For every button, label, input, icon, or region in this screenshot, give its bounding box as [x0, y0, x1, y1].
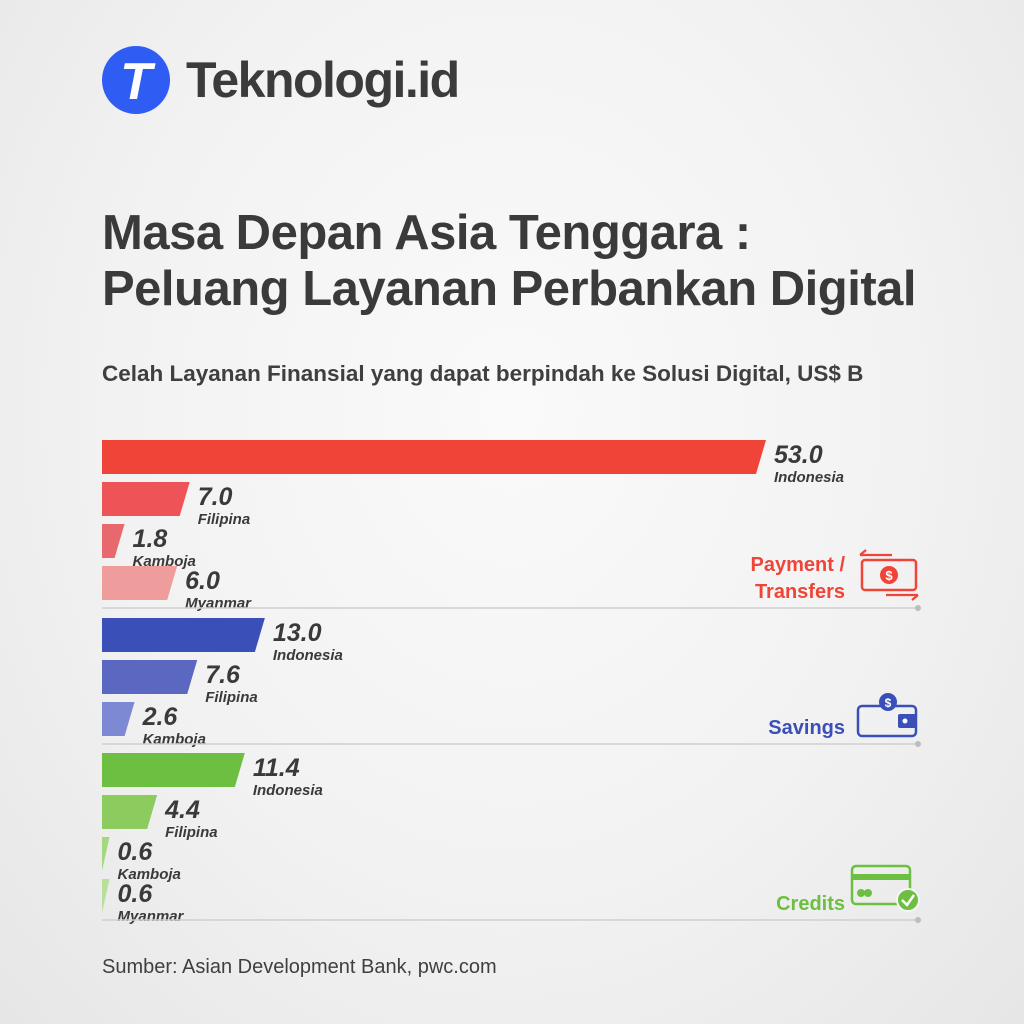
country-label: Myanmar	[118, 908, 185, 925]
money-transfer-icon: $	[859, 549, 919, 601]
svg-text:$: $	[885, 568, 893, 583]
bar-indonesia	[102, 440, 766, 474]
brand-header: T Teknologi.id	[102, 46, 460, 114]
data-label: 13.0	[273, 619, 322, 647]
data-label: 0.6	[118, 880, 154, 908]
title-line-2: Peluang Layanan Perbankan Digital	[102, 262, 917, 316]
data-label: 11.4	[253, 754, 300, 782]
country-label: Myanmar	[185, 595, 252, 612]
page-title: Masa Depan Asia Tenggara : Peluang Layan…	[102, 205, 962, 317]
source-note: Sumber: Asian Development Bank, pwc.com	[102, 956, 497, 978]
group-label: Transfers	[755, 581, 845, 603]
wallet-icon: $	[856, 693, 918, 738]
group-label: Credits	[776, 893, 845, 915]
credit-card-icon	[850, 864, 920, 912]
bar-myanmar	[102, 566, 178, 600]
country-label: Kamboja	[143, 731, 206, 748]
bar-filipina	[102, 795, 158, 829]
group-label: Payment /	[751, 554, 846, 576]
brand-name: Teknologi.id	[186, 52, 460, 108]
country-label: Filipina	[165, 824, 218, 841]
data-label: 4.4	[164, 796, 200, 824]
data-label: 53.0	[774, 441, 823, 469]
country-label: Indonesia	[774, 469, 844, 486]
bar-myanmar	[102, 879, 110, 913]
bar-indonesia	[102, 753, 245, 787]
bar-indonesia	[102, 618, 265, 652]
data-label: 7.6	[205, 661, 241, 689]
bar-filipina	[102, 660, 198, 694]
bar-kamboja	[102, 837, 110, 871]
data-label: 0.6	[118, 838, 154, 866]
group-label: Savings	[768, 717, 845, 739]
country-label: Kamboja	[133, 553, 196, 570]
brand-logo-letter: T	[120, 53, 152, 111]
bar-filipina	[102, 482, 190, 516]
chart-title: Celah Layanan Finansial yang dapat berpi…	[102, 361, 864, 386]
bar-group-credits: 11.4Indonesia4.4Filipina0.6Kamboja0.6Mya…	[102, 753, 921, 925]
title-line-1: Masa Depan Asia Tenggara :	[102, 206, 751, 260]
country-label: Filipina	[198, 511, 251, 528]
data-label: 1.8	[133, 525, 168, 553]
separator-dot	[915, 917, 921, 923]
country-label: Indonesia	[253, 782, 323, 799]
separator-dot	[915, 605, 921, 611]
data-label: 6.0	[185, 567, 220, 595]
bar-kamboja	[102, 702, 135, 736]
svg-text:$: $	[885, 696, 892, 710]
data-label: 2.6	[142, 703, 179, 731]
bar-kamboja	[102, 524, 125, 558]
country-label: Filipina	[205, 689, 258, 706]
separator-dot	[915, 741, 921, 747]
country-label: Kamboja	[118, 866, 181, 883]
brand-logo: T	[102, 46, 170, 114]
data-label: 7.0	[198, 483, 233, 511]
country-label: Indonesia	[273, 647, 343, 664]
